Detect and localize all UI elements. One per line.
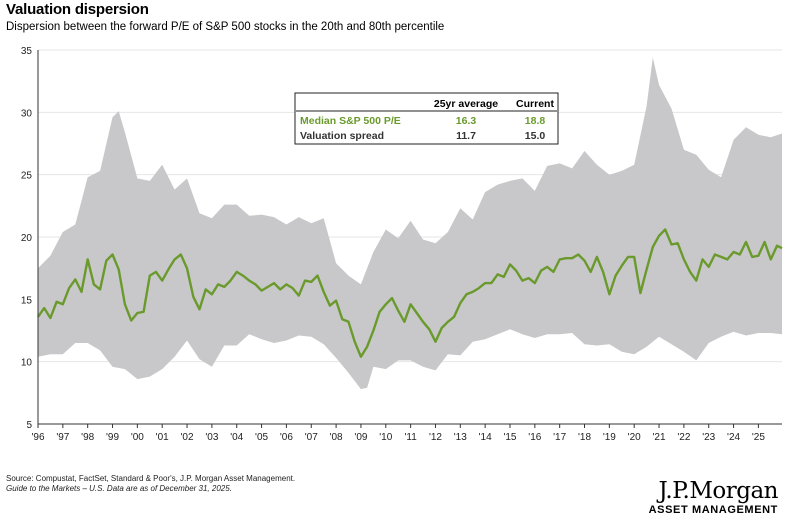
y-tick-15: 15 (21, 295, 33, 306)
x-tick-label: '07 (305, 432, 318, 443)
row-spread-current: 15.0 (525, 130, 546, 142)
x-tick-label: '97 (56, 432, 69, 443)
x-tick-label: '01 (156, 432, 169, 443)
x-tick-label: '21 (653, 432, 666, 443)
x-tick-label: '03 (205, 432, 218, 443)
x-tick-label: '25 (752, 432, 765, 443)
row-label-spread: Valuation spread (300, 130, 384, 142)
x-tick-label: '19 (603, 432, 616, 443)
x-tick-label: '04 (230, 432, 243, 443)
y-tick-5: 5 (26, 420, 32, 431)
summary-table: 25yr average Current Median S&P 500 P/E … (294, 92, 559, 145)
x-tick-label: '00 (131, 432, 144, 443)
logo-wordmark: J.P.Morgan (658, 478, 778, 504)
median-pe-line (37, 228, 783, 358)
x-tick-label: '06 (280, 432, 293, 443)
y-tick-labels: 5 10 15 20 25 30 35 (21, 46, 33, 431)
x-tick-label: '10 (379, 432, 392, 443)
x-tick-label: '14 (479, 432, 492, 443)
x-tick-label: '11 (404, 432, 417, 443)
source-note: Source: Compustat, FactSet, Standard & P… (6, 474, 296, 483)
guide-note: Guide to the Markets – U.S. Data are as … (6, 484, 232, 493)
x-tick-label: '12 (429, 432, 442, 443)
y-tick-20: 20 (21, 233, 33, 244)
y-tick-25: 25 (21, 171, 33, 182)
x-tick-label: '22 (677, 432, 690, 443)
footer-notes: Source: Compustat, FactSet, Standard & P… (6, 474, 295, 494)
logo-tagline: ASSET MANAGEMENT (648, 504, 778, 516)
chart-title: Valuation dispersion (6, 1, 149, 18)
x-tick-label: '17 (553, 432, 566, 443)
jpmorgan-logo: J.P.Morgan ASSET MANAGEMENT (648, 478, 779, 516)
x-tick-label: '23 (702, 432, 715, 443)
x-tick-label: '99 (106, 432, 119, 443)
y-tick-10: 10 (21, 358, 33, 369)
x-tick-labels: '96 '97 '98 '99 '00 '01 '02 '03 '04 '05 '06 '07 '08 '… (31, 424, 765, 443)
row-median-current: 18.8 (525, 115, 546, 127)
x-tick-label: '05 (255, 432, 268, 443)
row-spread-avg: 11.7 (456, 130, 476, 142)
y-tick-30: 30 (21, 108, 33, 119)
chart-canvas: 5 10 15 20 25 30 35 '96 '97 '98 '99 '00 '01 '02 '03 '0… (21, 46, 783, 443)
x-tick-label: '16 (528, 432, 541, 443)
x-tick-label: '09 (354, 432, 367, 443)
y-tick-35: 35 (21, 46, 33, 57)
x-tick-label: '13 (454, 432, 467, 443)
col-header-25yr: 25yr average (434, 98, 498, 110)
x-tick-label: '20 (628, 432, 641, 443)
x-tick-label: '15 (503, 432, 516, 443)
x-tick-label: '24 (727, 432, 740, 443)
chart-subtitle: Dispersion between the forward P/E of S&… (6, 21, 445, 33)
row-median-avg: 16.3 (456, 115, 477, 127)
x-tick-label: '98 (81, 432, 94, 443)
x-tick-label: '96 (31, 432, 44, 443)
percentile-band (38, 57, 782, 390)
x-tick-label: '02 (181, 432, 194, 443)
row-label-median: Median S&P 500 P/E (300, 115, 401, 127)
x-tick-label: '08 (330, 432, 343, 443)
col-header-current: Current (516, 98, 554, 110)
x-tick-label: '18 (578, 432, 591, 443)
